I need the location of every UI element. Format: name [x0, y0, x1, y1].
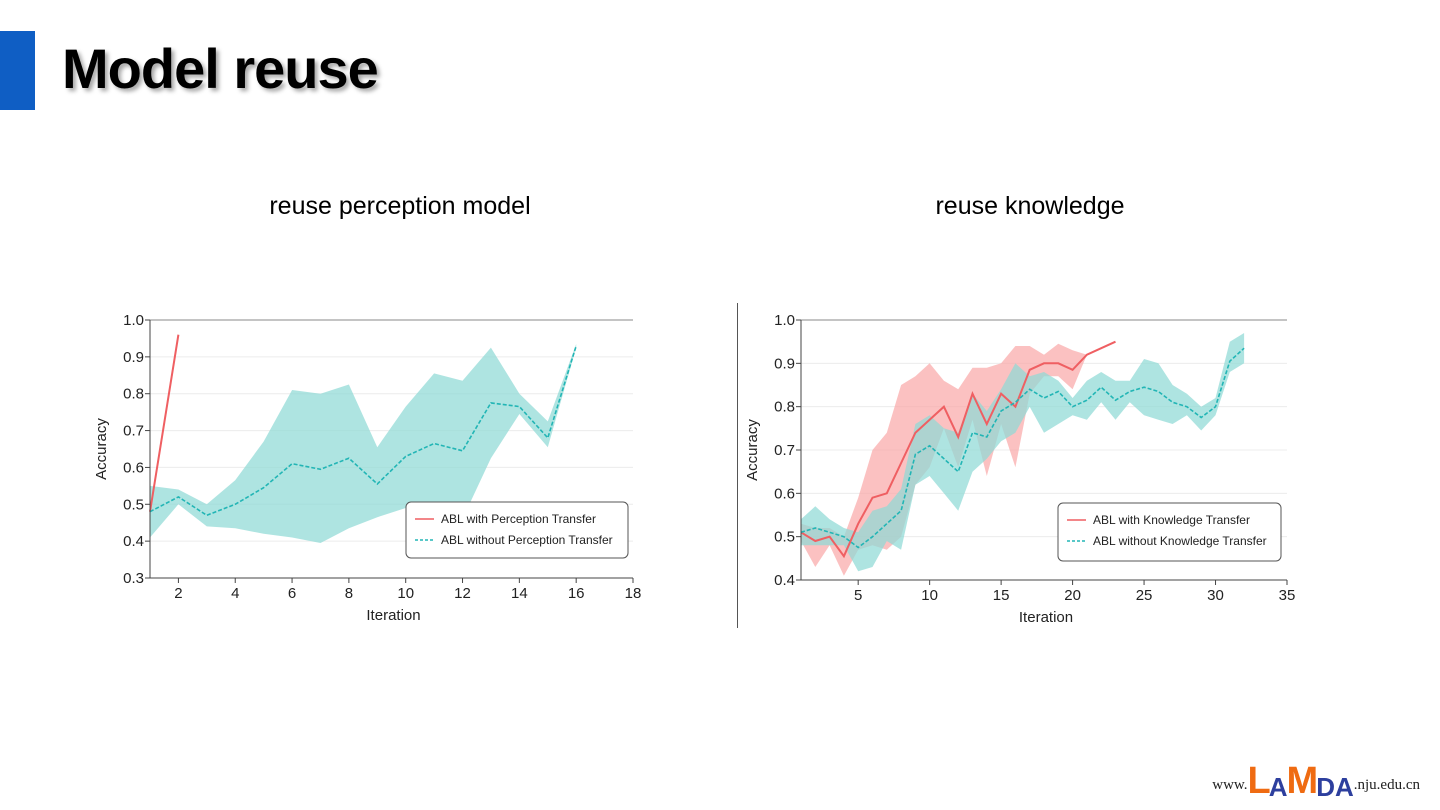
logo-letter-a: A — [1268, 772, 1288, 802]
y-tick-label: 0.8 — [123, 386, 144, 403]
x-tick-label: 16 — [568, 585, 585, 602]
series-1-line — [800, 340, 1116, 559]
title-accent-bar — [0, 31, 35, 110]
logo-url-prefix: www. — [1212, 777, 1248, 793]
x-tick-label: 5 — [854, 587, 862, 604]
y-tick-label: 0.6 — [774, 485, 795, 502]
chart-title-knowledge: reuse knowledge — [935, 192, 1125, 220]
x-tick-label: 25 — [1136, 587, 1153, 604]
y-axis-label: Accuracy — [744, 419, 761, 481]
y-axis-label: Accuracy — [93, 418, 110, 480]
knowledge-transfer-chart: 0.4 0.5 0.6 0.7 0.8 0.9 1.0 5 10 15 20 25 30 35 Iterat… — [744, 312, 1296, 626]
legend-box — [1057, 502, 1282, 562]
page-title: Model reuse — [62, 37, 379, 100]
legend-label-1: ABL with Knowledge Transfer — [1093, 513, 1250, 527]
logo-letter-da: DA — [1316, 772, 1354, 802]
x-tick-label: 2 — [174, 585, 182, 602]
x-tick-label: 18 — [625, 585, 642, 602]
logo-letter-l: L — [1247, 760, 1271, 802]
legend-label-2: ABL without Perception Transfer — [441, 533, 613, 547]
y-tick-label: 0.8 — [774, 399, 795, 416]
y-tick-label: 0.3 — [123, 570, 144, 587]
legend-label-2: ABL without Knowledge Transfer — [1093, 534, 1267, 548]
y-tick-label: 0.5 — [123, 496, 144, 513]
y-tick-label: 0.6 — [123, 459, 144, 476]
x-tick-label: 20 — [1064, 587, 1081, 604]
series-1-line — [149, 334, 180, 512]
x-tick-label: 30 — [1207, 587, 1224, 604]
series-2-band — [801, 333, 1245, 572]
y-tick-label: 0.7 — [774, 442, 795, 459]
series-2-line — [149, 345, 577, 517]
x-tick-label: 14 — [511, 585, 528, 602]
lamda-logo: www. L A M DA .nju.edu.cn — [1212, 760, 1420, 800]
x-tick-label: 10 — [397, 585, 414, 602]
x-axis-label: Iteration — [1019, 609, 1073, 626]
x-tick-label: 15 — [993, 587, 1010, 604]
y-tick-label: 0.9 — [774, 355, 795, 372]
y-tick-label: 0.4 — [774, 572, 795, 589]
x-axis-label: Iteration — [366, 607, 420, 624]
series-2-band — [150, 344, 577, 543]
y-tick-label: 1.0 — [774, 312, 795, 329]
x-tick-label: 6 — [288, 585, 296, 602]
x-tick-label: 12 — [454, 585, 471, 602]
x-tick-label: 35 — [1279, 587, 1296, 604]
x-tick-label: 4 — [231, 585, 239, 602]
logo-url-suffix: .nju.edu.cn — [1353, 777, 1420, 793]
perception-transfer-chart: 0.3 0.4 0.5 0.6 0.7 0.8 0.9 1.0 2 4 6 8 10 12 14 16 18 It… — [93, 312, 642, 624]
lamda-logo-mark: L A M DA — [1248, 762, 1354, 800]
chart-title-perception: reuse perception model — [269, 192, 531, 220]
x-tick-label: 10 — [921, 587, 938, 604]
chart-divider — [737, 303, 738, 628]
y-tick-label: 0.7 — [123, 423, 144, 440]
y-tick-label: 0.4 — [123, 533, 144, 550]
y-tick-label: 0.5 — [774, 529, 795, 546]
legend-label-1: ABL with Perception Transfer — [441, 512, 596, 526]
y-tick-label: 0.9 — [123, 349, 144, 366]
series-2-line — [800, 347, 1245, 549]
legend-box — [405, 501, 629, 559]
logo-letter-m: M — [1286, 760, 1319, 802]
x-tick-label: 8 — [345, 585, 353, 602]
y-tick-label: 1.0 — [123, 312, 144, 329]
